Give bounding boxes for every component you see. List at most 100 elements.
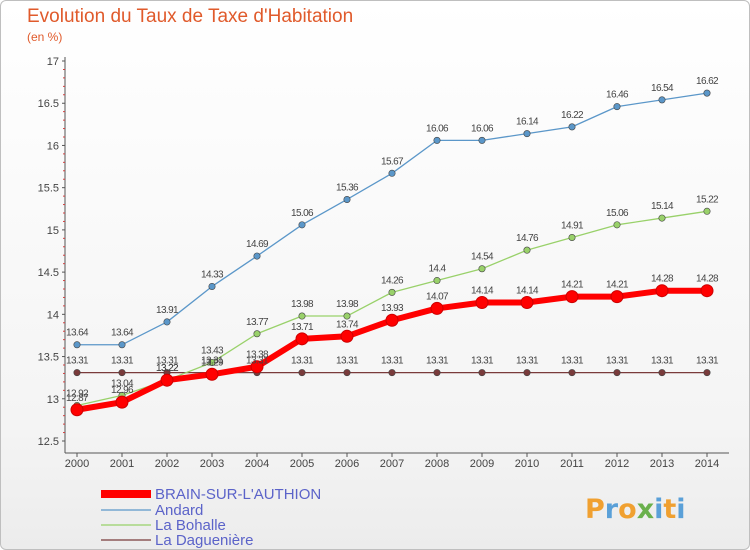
legend-label-2: La Bohalle <box>155 517 226 534</box>
data-point-1 <box>433 136 441 144</box>
data-point-1 <box>118 341 126 349</box>
data-point-3 <box>388 369 396 377</box>
x-tick-label: 2011 <box>560 458 584 470</box>
data-point-2 <box>523 246 531 254</box>
data-point-3 <box>478 369 486 377</box>
data-point-2 <box>478 265 486 273</box>
data-label-0: 13.29 <box>201 357 224 368</box>
data-point-2 <box>343 312 351 320</box>
data-label-0: 12.87 <box>66 393 89 404</box>
data-point-1 <box>523 130 531 138</box>
data-label-0: 13.93 <box>381 303 404 314</box>
data-point-1 <box>73 341 81 349</box>
x-tick-label: 2013 <box>650 458 674 470</box>
data-point-1 <box>568 123 576 131</box>
data-point-1 <box>613 103 621 111</box>
data-point-3 <box>73 369 81 377</box>
data-label-0: 14.28 <box>651 274 674 285</box>
data-point-2 <box>568 233 576 241</box>
data-label-3: 13.31 <box>336 356 359 367</box>
data-label-1: 14.33 <box>201 269 224 280</box>
data-point-2 <box>613 221 621 229</box>
data-point-2 <box>658 214 666 222</box>
legend-label-1: Andard <box>155 502 203 519</box>
data-label-1: 16.54 <box>651 83 674 94</box>
data-point-1 <box>163 318 171 326</box>
data-label-3: 13.31 <box>561 356 584 367</box>
data-label-2: 14.91 <box>561 220 584 231</box>
data-point-3 <box>343 369 351 377</box>
data-point-3 <box>433 369 441 377</box>
data-label-0: 14.21 <box>561 280 584 291</box>
data-label-1: 13.64 <box>66 328 89 339</box>
x-tick-label: 2001 <box>110 458 134 470</box>
x-tick-label: 2006 <box>335 458 359 470</box>
data-point-2 <box>388 288 396 296</box>
data-point-0 <box>295 332 309 346</box>
data-point-3 <box>298 369 306 377</box>
data-point-0 <box>340 329 354 343</box>
data-point-2 <box>433 277 441 285</box>
data-label-2: 13.04 <box>111 378 134 389</box>
data-label-1: 16.46 <box>606 90 629 101</box>
data-point-3 <box>523 369 531 377</box>
data-label-1: 16.14 <box>516 117 539 128</box>
data-label-1: 15.67 <box>381 156 404 167</box>
data-label-1: 16.06 <box>471 123 494 134</box>
data-point-3 <box>613 369 621 377</box>
data-point-2 <box>253 330 261 338</box>
data-point-0 <box>250 360 264 374</box>
data-label-0: 14.21 <box>606 280 629 291</box>
x-tick-label: 2009 <box>470 458 494 470</box>
data-label-2: 15.14 <box>651 201 674 212</box>
data-label-3: 13.31 <box>381 356 404 367</box>
data-label-3: 13.31 <box>156 356 179 367</box>
data-label-2: 15.06 <box>606 208 629 219</box>
y-tick-label: 17 <box>47 56 59 68</box>
data-label-1: 15.36 <box>336 182 359 193</box>
data-point-1 <box>658 96 666 104</box>
x-tick-label: 2004 <box>245 458 269 470</box>
y-tick-label: 15 <box>47 225 59 237</box>
data-label-3: 13.31 <box>246 356 269 367</box>
data-point-2 <box>298 312 306 320</box>
data-label-3: 13.31 <box>471 356 494 367</box>
x-tick-label: 2003 <box>200 458 224 470</box>
data-point-0 <box>160 373 174 387</box>
x-tick-label: 2010 <box>515 458 539 470</box>
data-label-3: 13.31 <box>516 356 539 367</box>
data-point-0 <box>610 290 624 304</box>
chart-title: Evolution du Taux de Taxe d'Habitation <box>27 6 354 27</box>
data-label-0: 13.38 <box>246 350 269 361</box>
data-point-1 <box>208 282 216 290</box>
data-point-1 <box>343 195 351 203</box>
data-point-1 <box>253 252 261 260</box>
chart-subtitle: (en %) <box>27 30 63 44</box>
y-tick-label: 15.5 <box>38 183 59 195</box>
data-point-0 <box>205 367 219 381</box>
y-tick-label: 13.5 <box>38 352 59 364</box>
data-label-2: 13.77 <box>246 317 269 328</box>
data-label-1: 13.91 <box>156 305 179 316</box>
data-point-3 <box>118 369 126 377</box>
data-label-2: 15.22 <box>696 194 719 205</box>
data-label-3: 13.31 <box>696 356 719 367</box>
data-point-0 <box>385 313 399 327</box>
data-label-0: 14.14 <box>516 286 539 297</box>
data-label-3: 13.31 <box>66 356 89 367</box>
x-tick-label: 2000 <box>65 458 89 470</box>
data-point-1 <box>298 221 306 229</box>
data-point-0 <box>475 296 489 310</box>
data-label-1: 16.06 <box>426 123 449 134</box>
data-point-0 <box>430 301 444 315</box>
legend-label-0: BRAIN-SUR-L'AUTHION <box>155 486 321 503</box>
data-label-3: 13.31 <box>426 356 449 367</box>
y-tick-label: 14.5 <box>38 267 59 279</box>
data-label-1: 13.64 <box>111 328 134 339</box>
x-tick-label: 2014 <box>695 458 719 470</box>
x-tick-label: 2012 <box>605 458 629 470</box>
y-tick-label: 13 <box>47 394 59 406</box>
data-point-0 <box>520 296 534 310</box>
